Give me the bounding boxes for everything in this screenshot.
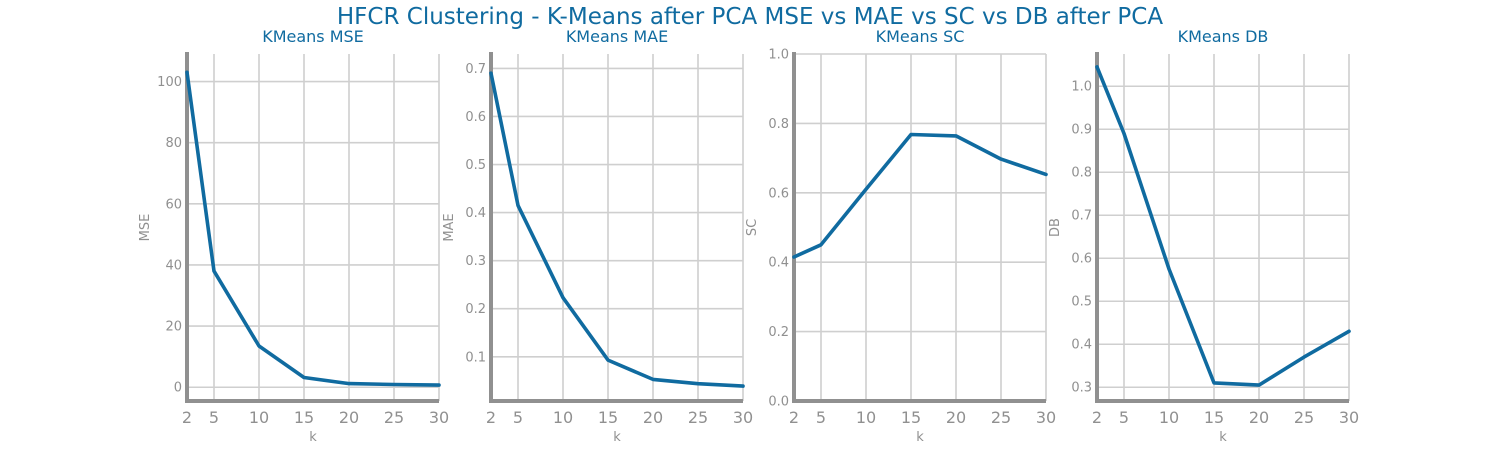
x-tick-label: 25: [1294, 408, 1314, 427]
chart-panel-mse: 2 5 10 15 20 25 30 0 20 40 60 80 100 k MSE KMeans MSE: [138, 27, 449, 445]
y-tick-label: 80: [165, 136, 182, 151]
x-tick-label: 2: [789, 408, 799, 427]
y-tick-label: 0.4: [768, 256, 789, 271]
y-tick-label: 0.6: [465, 110, 486, 125]
x-tick-label: 5: [1119, 408, 1129, 427]
x-tick-label: 15: [901, 408, 921, 427]
y-tick-label: 0.7: [465, 62, 486, 77]
x-tick-label: 5: [513, 408, 523, 427]
y-tick-label: 0.5: [1071, 295, 1092, 310]
x-tick-label: 30: [429, 408, 449, 427]
x-tick-label: 30: [1339, 408, 1359, 427]
chart-panel-sc: 2 5 10 15 20 25 30 0.0 0.2 0.4 0.6 0.8 1.0 k SC KMeans …: [745, 27, 1056, 445]
chart-panel-mae: 2 5 10 15 20 25 30 0.1 0.2 0.3 0.4 0.5 0.6 0.7 k MAE KMe…: [442, 27, 753, 445]
x-axis-label: k: [613, 430, 621, 445]
figure-title: HFCR Clustering - K-Means after PCA MSE …: [336, 4, 1164, 30]
y-tick-label: 100: [157, 75, 182, 90]
x-tick-label: 2: [486, 408, 496, 427]
chart-panel-db: 2 5 10 15 20 25 30 0.3 0.4 0.5 0.6 0.7 0.8 0.9 1.0 k DB K…: [1048, 27, 1359, 445]
x-tick-label: 30: [733, 408, 753, 427]
y-tick-label: 0.2: [465, 302, 486, 317]
x-tick-label: 20: [339, 408, 359, 427]
y-axis-label: SC: [745, 219, 760, 236]
y-tick-label: 0.0: [768, 395, 789, 410]
series-line: [792, 132, 1048, 259]
series-line: [185, 70, 441, 387]
x-tick-label: 5: [209, 408, 219, 427]
x-tick-label: 2: [182, 408, 192, 427]
panel-title: KMeans DB: [1178, 27, 1269, 46]
y-tick-label: 0.4: [1071, 338, 1092, 353]
y-tick-label: 40: [165, 258, 182, 273]
x-tick-label: 15: [294, 408, 314, 427]
panel-title: KMeans MSE: [262, 27, 364, 46]
x-tick-label: 5: [816, 408, 826, 427]
y-tick-label: 0.3: [465, 254, 486, 269]
x-tick-label: 10: [856, 408, 876, 427]
y-tick-label: 0.6: [768, 186, 789, 201]
x-axis-label: k: [1219, 430, 1227, 445]
y-axis-label: MSE: [138, 214, 153, 242]
series-line: [489, 71, 745, 388]
x-tick-label: 15: [598, 408, 618, 427]
y-axis-label: DB: [1048, 218, 1063, 237]
y-tick-label: 60: [165, 197, 182, 212]
x-tick-label: 30: [1036, 408, 1056, 427]
x-axis-label: k: [309, 430, 317, 445]
y-tick-label: 0: [174, 381, 182, 396]
x-tick-label: 20: [643, 408, 663, 427]
y-tick-label: 1.0: [768, 48, 789, 63]
y-tick-label: 0.6: [1071, 252, 1092, 267]
panel-title: KMeans SC: [876, 27, 965, 46]
x-axis-label: k: [916, 430, 924, 445]
y-tick-label: 0.8: [768, 117, 789, 132]
x-tick-label: 20: [946, 408, 966, 427]
x-tick-label: 20: [1249, 408, 1269, 427]
series-line: [1095, 65, 1351, 387]
x-tick-label: 10: [249, 408, 269, 427]
y-tick-label: 0.5: [465, 158, 486, 173]
y-axis-label: MAE: [442, 213, 457, 241]
x-tick-label: 10: [1159, 408, 1179, 427]
y-tick-label: 0.9: [1071, 123, 1092, 138]
y-tick-label: 0.2: [768, 325, 789, 340]
x-tick-label: 15: [1204, 408, 1224, 427]
x-tick-label: 25: [688, 408, 708, 427]
y-tick-label: 0.4: [465, 206, 486, 221]
y-tick-label: 0.8: [1071, 166, 1092, 181]
y-tick-label: 0.1: [465, 350, 486, 365]
x-tick-label: 10: [553, 408, 573, 427]
x-tick-label: 25: [384, 408, 404, 427]
y-tick-label: 20: [165, 320, 182, 335]
panel-title: KMeans MAE: [566, 27, 668, 46]
y-tick-label: 0.3: [1071, 381, 1092, 396]
x-tick-label: 2: [1092, 408, 1102, 427]
x-tick-label: 25: [991, 408, 1011, 427]
y-tick-label: 0.7: [1071, 209, 1092, 224]
y-tick-label: 1.0: [1071, 80, 1092, 95]
